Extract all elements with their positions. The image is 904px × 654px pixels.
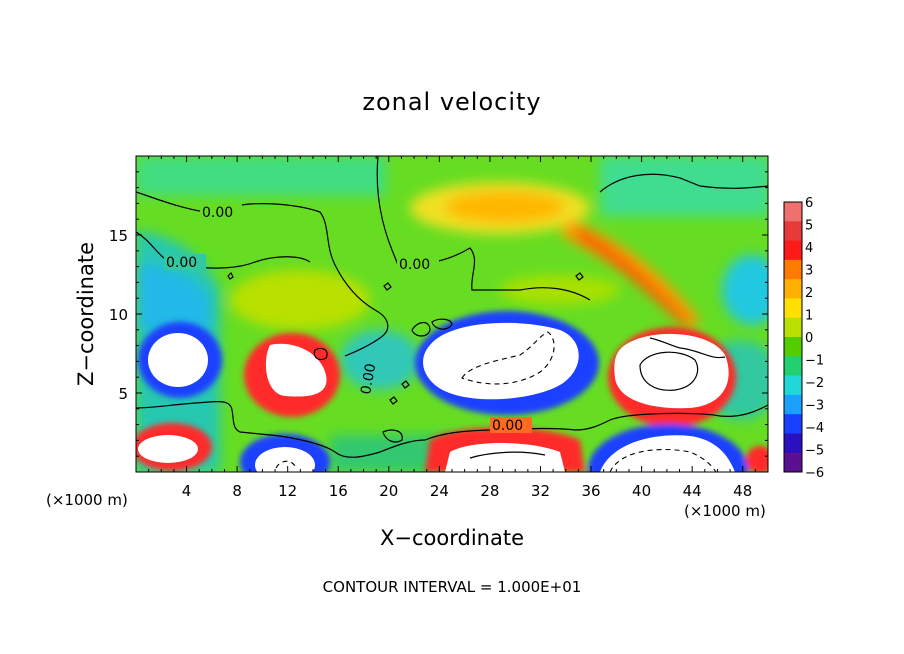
colorbar-label: 4 xyxy=(805,241,813,256)
colorbar-label: 3 xyxy=(805,264,813,279)
x-tick-label: 48 xyxy=(733,482,752,500)
colorbar-label: 2 xyxy=(805,286,813,301)
y-tick-label: 15 xyxy=(109,227,128,245)
x-axis-label: X−coordinate xyxy=(380,526,524,550)
contour-label-group: 0.00 0.00 0.00 0.00 0.00 xyxy=(164,204,532,434)
colorbar-label: −4 xyxy=(805,421,824,436)
x-unit-left: (×1000 m) xyxy=(46,491,128,509)
contour-label-4: 0.00 xyxy=(492,418,523,434)
x-tick-label: 28 xyxy=(480,482,499,500)
colorbar-frame xyxy=(783,201,803,473)
colorbar-swatch xyxy=(784,433,802,454)
x-axis-label-wrap: X−coordinate xyxy=(0,526,904,550)
colorbar-swatch xyxy=(784,317,802,338)
footer-wrap: CONTOUR INTERVAL = 1.000E+01 xyxy=(0,578,904,596)
colorbar-swatch xyxy=(784,337,802,357)
colorbar-swatch xyxy=(784,414,802,434)
x-tick-label: 4 xyxy=(182,482,192,500)
x-tick-label: 8 xyxy=(232,482,242,500)
colorbar-label: −5 xyxy=(805,444,824,459)
y-tick-label: 5 xyxy=(118,385,128,403)
colorbar-label: −3 xyxy=(805,399,824,414)
x-tick-label: 32 xyxy=(531,482,550,500)
colorbar-label: 5 xyxy=(805,219,813,234)
colorbar-swatch xyxy=(784,240,802,261)
colorbar: 6 5 4 3 2 1 0 −1 −2 −3 −4 −5 −6 xyxy=(783,196,824,481)
x-tick-label: 44 xyxy=(683,482,702,500)
colorbar-label: 0 xyxy=(805,331,813,346)
colorbar-swatch xyxy=(784,259,802,280)
colorbar-label: −6 xyxy=(805,466,824,481)
colorbar-swatch xyxy=(784,279,802,299)
x-unit-right: (×1000 m) xyxy=(684,502,766,520)
x-tick-label: 36 xyxy=(581,482,600,500)
colorbar-label: 1 xyxy=(805,309,813,324)
contour-label-3: 0.00 xyxy=(399,257,430,273)
y-tick-label: 10 xyxy=(109,306,128,324)
x-tick-label: 12 xyxy=(278,482,297,500)
colorbar-swatch xyxy=(784,375,802,396)
colorbar-label: −2 xyxy=(805,376,824,391)
chart-title: zonal velocity xyxy=(362,88,542,116)
colorbar-swatch xyxy=(784,221,802,242)
contour-label-5: 0.00 xyxy=(358,362,379,395)
x-tick-label: 16 xyxy=(329,482,348,500)
colorbar-swatch xyxy=(784,452,802,473)
colorbar-label: 6 xyxy=(805,196,813,211)
contour-label-1: 0.00 xyxy=(202,205,233,221)
x-tick-label: 40 xyxy=(632,482,651,500)
colorbar-swatch xyxy=(784,202,802,222)
colorbar-swatch xyxy=(784,394,802,415)
x-tick-label: 20 xyxy=(379,482,398,500)
colorbar-label: −1 xyxy=(805,354,824,369)
x-tick-label: 24 xyxy=(430,482,449,500)
negative-contours xyxy=(275,331,717,472)
contour-interval-note: CONTOUR INTERVAL = 1.000E+01 xyxy=(322,578,582,596)
colorbar-swatch xyxy=(784,356,802,377)
colorbar-swatch xyxy=(784,298,802,319)
contour-label-2: 0.00 xyxy=(166,255,197,271)
